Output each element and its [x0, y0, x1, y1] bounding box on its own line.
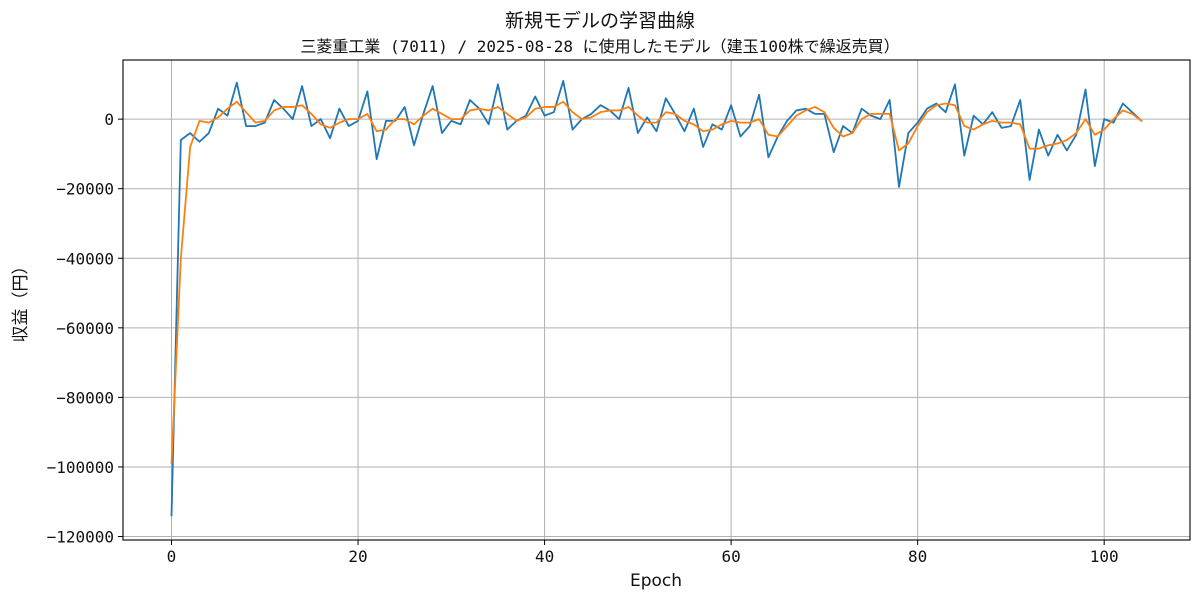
axes	[122, 59, 1191, 541]
y-tick-label: −40000	[56, 249, 114, 268]
y-axis-label: 収益（円）	[11, 258, 31, 343]
x-tick-label: 0	[167, 547, 177, 566]
x-tick-label: 40	[535, 547, 554, 566]
series-line-raw	[170, 79, 1143, 517]
x-tick-label: 80	[908, 547, 927, 566]
grid-lines	[123, 60, 1190, 540]
chart-title: 新規モデルの学習曲線	[505, 10, 695, 32]
x-tick-label: 20	[348, 547, 367, 566]
series-lines	[170, 79, 1143, 517]
x-axis-ticks: 0 20 40 60 80 100	[167, 540, 1119, 566]
y-tick-label: −120000	[47, 528, 114, 547]
x-tick-label: 60	[721, 547, 740, 566]
x-tick-label: 100	[1090, 547, 1119, 566]
plot-frame	[122, 59, 1191, 541]
y-tick-label: −80000	[56, 388, 114, 407]
y-axis-ticks: −120000 −100000 −80000 −60000 −40000 −20000 0	[47, 110, 123, 547]
series-line-smoothed	[170, 100, 1143, 465]
y-tick-label: −20000	[56, 180, 114, 199]
y-tick-label: −100000	[47, 458, 114, 477]
chart-subtitle: 三菱重工業 (7011) / 2025-08-28 に使用したモデル（建玉100…	[300, 37, 899, 56]
y-tick-label: −60000	[56, 319, 114, 338]
y-tick-label: 0	[104, 110, 114, 129]
x-axis-label: Epoch	[630, 571, 682, 591]
